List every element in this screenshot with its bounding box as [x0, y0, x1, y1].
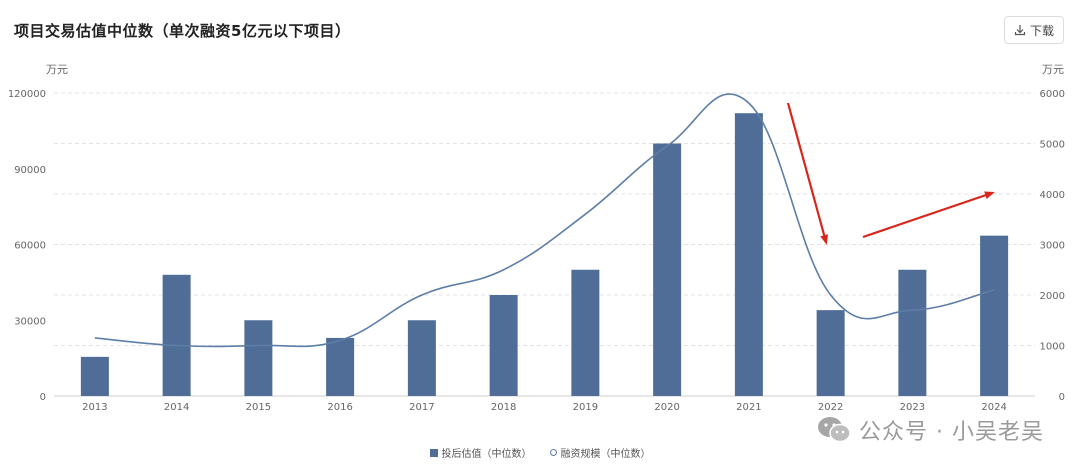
x-tick-label: 2014 [164, 402, 189, 413]
chart-legend: 投后估值（中位数） 融资规模（中位数） [0, 445, 1080, 460]
y-left-tick-label: 30000 [14, 316, 46, 327]
page-title: 项目交易估值中位数（单次融资5亿元以下项目） [14, 22, 351, 40]
line-point-2014[interactable] [175, 344, 177, 346]
line-point-2019[interactable] [584, 213, 586, 215]
x-tick-label: 2021 [736, 402, 761, 413]
bar-2019[interactable] [571, 269, 600, 396]
y-right-tick-label: 5000 [1040, 140, 1065, 151]
x-tick-label: 2024 [981, 402, 1006, 413]
line-point-2018[interactable] [502, 269, 504, 271]
line-financing[interactable] [94, 93, 995, 348]
x-tick-label: 2015 [246, 402, 271, 413]
annotation-arrow-up [862, 191, 995, 239]
bar-2013[interactable] [80, 356, 109, 396]
x-tick-label: 2023 [900, 402, 925, 413]
y-right-tick-label: 2000 [1040, 291, 1065, 302]
y-right-tick-label: 4000 [1040, 190, 1065, 201]
wechat-icon [818, 417, 851, 443]
line-point-2017[interactable] [421, 294, 423, 296]
x-tick-label: 2013 [82, 402, 107, 413]
y-left-tick-label: 90000 [14, 165, 46, 176]
y-left-tick-label: 0 [40, 392, 46, 403]
download-button[interactable]: 下载 [1004, 16, 1064, 44]
bar-2014[interactable] [162, 274, 191, 396]
legend-item-financing[interactable]: 融资规模（中位数） [549, 445, 651, 460]
bar-2022[interactable] [816, 310, 845, 396]
line-point-2021[interactable] [748, 102, 750, 104]
y-left-tick-label: 60000 [14, 241, 46, 252]
bar-2024[interactable] [980, 235, 1009, 396]
y-right-tick-label: 3000 [1040, 241, 1065, 252]
bar-2021[interactable] [734, 113, 763, 396]
legend-bar-swatch [429, 448, 438, 457]
watermark: 公众号 · 小吴老吴 [817, 414, 1044, 446]
y-left-tick-label: 120000 [8, 89, 46, 100]
right-axis-unit: 万元 [1042, 63, 1064, 76]
legend-label-valuation: 投后估值（中位数） [441, 449, 532, 460]
x-tick-label: 2016 [327, 402, 352, 413]
line-point-2016[interactable] [339, 339, 341, 341]
line-point-2020[interactable] [666, 145, 668, 147]
y-right-tick-label: 1000 [1040, 342, 1065, 353]
bar-2016[interactable] [326, 337, 355, 396]
left-axis-unit: 万元 [46, 63, 68, 76]
download-label: 下载 [1029, 23, 1054, 38]
y-right-tick-label: 0 [1059, 392, 1065, 403]
x-tick-label: 2019 [573, 402, 598, 413]
bar-2017[interactable] [407, 320, 436, 396]
legend-line-swatch [549, 449, 557, 456]
line-point-2023[interactable] [911, 309, 913, 311]
watermark-text: 公众号 · 小吴老吴 [859, 420, 1044, 445]
legend-item-valuation[interactable]: 投后估值（中位数） [429, 445, 532, 460]
x-tick-label: 2022 [818, 402, 843, 413]
y-right-tick-label: 6000 [1040, 89, 1065, 100]
annotation-arrow-down [786, 102, 829, 245]
x-tick-label: 2020 [654, 402, 679, 413]
line-point-2015[interactable] [257, 344, 259, 346]
bar-2023[interactable] [898, 269, 927, 396]
x-tick-label: 2018 [491, 402, 516, 413]
bar-2018[interactable] [489, 295, 518, 396]
bar-2015[interactable] [244, 320, 273, 396]
line-point-2013[interactable] [94, 337, 96, 339]
line-point-2022[interactable] [829, 294, 831, 296]
download-icon [1014, 25, 1026, 36]
bar-2020[interactable] [653, 143, 682, 397]
x-tick-label: 2017 [409, 402, 434, 413]
line-point-2024[interactable] [993, 289, 995, 291]
legend-label-financing: 融资规模（中位数） [560, 449, 651, 460]
